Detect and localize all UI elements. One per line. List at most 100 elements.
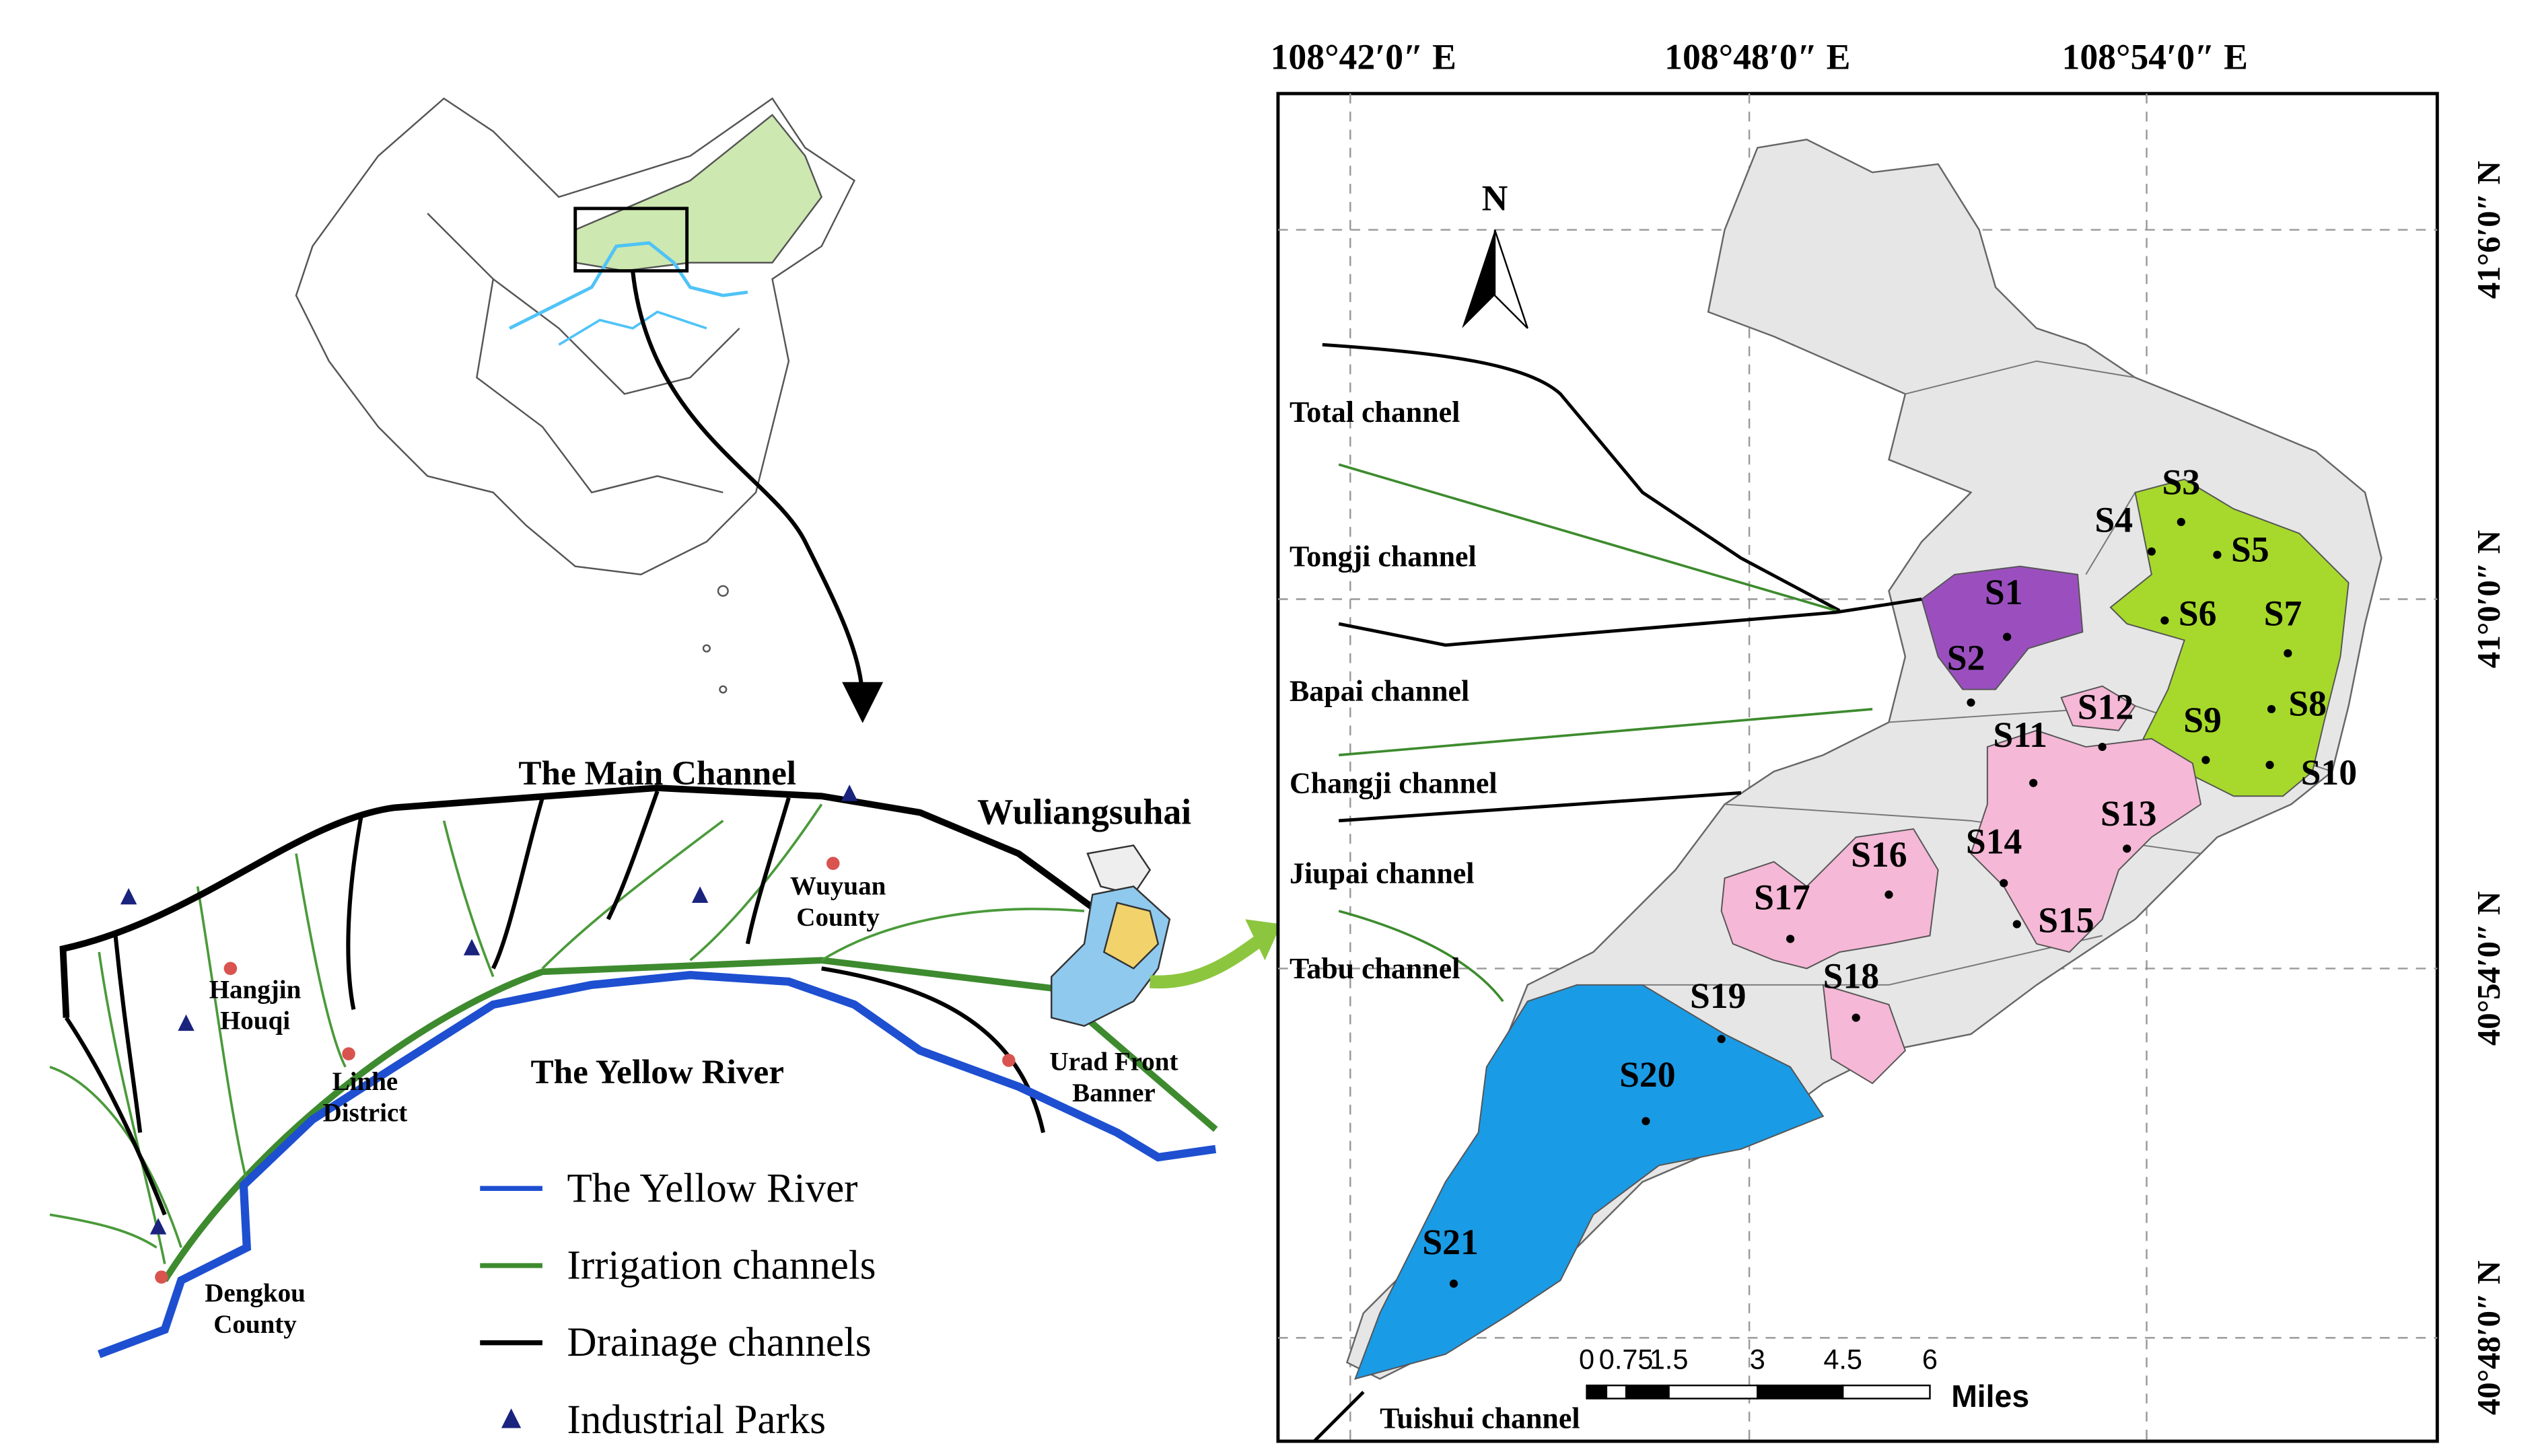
zone-pink: [1822, 984, 1907, 1085]
zone-blue: [1353, 984, 1825, 1380]
site-label: S18: [1823, 956, 1880, 996]
scale-tick-label: 4.5: [1823, 1344, 1862, 1375]
site-label: S12: [2078, 687, 2134, 727]
link-arrow: [1149, 933, 1266, 989]
park: [841, 785, 858, 801]
channel-label: Changji channel: [1290, 767, 1497, 799]
site-label: S9: [2183, 700, 2222, 740]
scale-segment: [1625, 1384, 1670, 1399]
channel: [442, 820, 495, 978]
scale-segment: [1841, 1384, 1931, 1399]
park: [178, 1014, 195, 1031]
channel-label: Bapai channel: [1290, 676, 1469, 708]
park: [149, 1218, 167, 1235]
park: [120, 887, 137, 905]
province-border: [427, 213, 740, 395]
scale-segment: [1668, 1384, 1759, 1399]
irrigation-channel: [162, 957, 1218, 1282]
site-label: S15: [2038, 900, 2094, 941]
irrigation-channels: [49, 803, 1085, 1264]
lake-label: Wuliangsuhai: [977, 792, 1191, 832]
site-label: S11: [1993, 715, 2047, 755]
place-label-line: County: [213, 1310, 297, 1339]
zone-purple: [1921, 565, 2084, 690]
legend-label: Irrigation channels: [567, 1243, 876, 1288]
longitude-label: 108°54′0″ E: [2062, 36, 2248, 77]
site-label: S13: [2101, 793, 2157, 834]
latitude-label: 41°6′0″ N: [2471, 161, 2507, 299]
drainage-channel: [1322, 342, 1841, 612]
site-label: S2: [1947, 637, 1985, 678]
place-label-line: Dengkou: [205, 1279, 306, 1308]
site-label: S7: [2264, 593, 2302, 634]
lake-reed: [1102, 902, 1160, 970]
latitude-label: 40°48′0″ N: [2471, 1261, 2507, 1416]
scale-tick-label: 0.75: [1599, 1344, 1654, 1375]
labels: The Main Channel Wuliangsuhai The Yellow R…: [205, 36, 2507, 1442]
site-point: [1967, 698, 1975, 707]
place-label: Hangjin Houqi: [209, 975, 302, 1035]
channel: [295, 853, 347, 1068]
channel-label: Jiupai channel: [1290, 858, 1475, 890]
town: [342, 1047, 355, 1061]
scale-tick-label: 3: [1750, 1344, 1765, 1375]
channel: [346, 812, 364, 1011]
site-point: [1449, 1279, 1458, 1288]
boundary: [2085, 492, 2136, 575]
province-border: [476, 279, 724, 494]
zoom-arrow: [631, 270, 884, 723]
drainage-channels: [64, 790, 1046, 1216]
channel: [745, 797, 791, 945]
zone-pink: [1970, 729, 2202, 953]
latitude-label: 40°54′0″ N: [2471, 891, 2507, 1046]
drainage-channel: [1339, 791, 1742, 823]
zone-green: [2109, 478, 2350, 797]
place-label-line: District: [323, 1098, 408, 1127]
site-label: S6: [2179, 593, 2217, 634]
town: [826, 857, 840, 871]
scale-tick-label: 1.5: [1650, 1344, 1689, 1375]
channels: [1312, 342, 1922, 1443]
scale-tick-label: 6: [1922, 1344, 1938, 1375]
scale-segment: [1605, 1384, 1627, 1399]
legend-label: The Yellow River: [567, 1166, 858, 1211]
main-channel-label: The Main Channel: [518, 754, 796, 793]
site-label: S19: [1690, 976, 1746, 1016]
site-label: S3: [2162, 462, 2200, 502]
site-label: S14: [1966, 822, 2022, 862]
inner-mongolia: [574, 114, 823, 272]
drainage-channel: [1312, 1391, 1365, 1443]
site-point: [2000, 879, 2008, 887]
site-point: [2267, 704, 2276, 714]
site-point: [2284, 649, 2292, 658]
place-label-line: Wuyuan: [790, 872, 886, 901]
park: [463, 939, 481, 955]
channel: [491, 797, 544, 970]
legend-key: [501, 1408, 522, 1428]
boundary: [1642, 935, 2103, 986]
link-arrowhead: [1245, 919, 1281, 961]
channel: [820, 908, 1085, 961]
longitude-label: 108°42′0″ E: [1271, 36, 1456, 77]
channel-label: Total channel: [1290, 396, 1460, 429]
site-point: [1717, 1035, 1726, 1044]
drainage-channel: [1338, 597, 1922, 647]
main-drainage-channel: [59, 785, 1100, 1018]
site-label: S8: [2288, 684, 2327, 724]
channel: [64, 1016, 167, 1216]
site-label: S17: [1754, 877, 1810, 918]
channel-label: Tabu channel: [1290, 953, 1460, 985]
park: [691, 886, 709, 903]
channel: [113, 935, 143, 1133]
place-label-line: Houqi: [220, 1007, 290, 1035]
place-label-line: Hangjin: [209, 975, 302, 1004]
zone-pink: [1720, 828, 1939, 970]
channel: [196, 886, 248, 1183]
town: [223, 961, 238, 976]
industrial-parks: [120, 785, 858, 1235]
irrigation-channel: [1338, 910, 1504, 1003]
site-label: S10: [2301, 752, 2358, 793]
lake-map: [1276, 92, 2439, 1443]
town: [155, 1270, 168, 1284]
north-label: N: [1482, 178, 1508, 218]
